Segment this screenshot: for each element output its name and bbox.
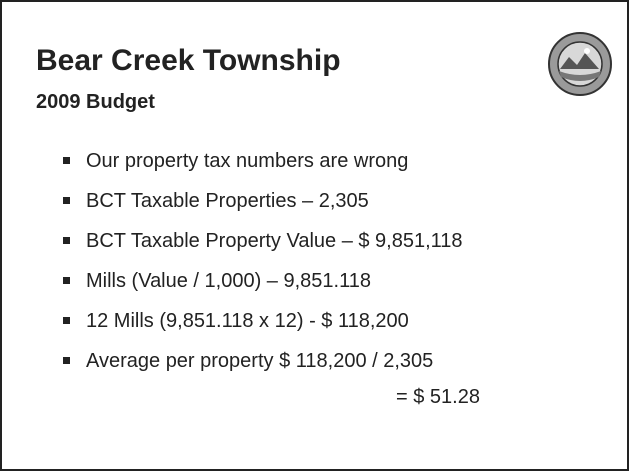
- bullet-text: Mills (Value / 1,000) – 9,851.118: [86, 270, 371, 292]
- title: Bear Creek Township: [36, 44, 341, 77]
- bullet-marker: [63, 357, 70, 364]
- bullet-text: BCT Taxable Property Value – $ 9,851,118: [86, 230, 463, 252]
- bullet-continuation: = $ 51.28: [396, 386, 480, 408]
- bullet-text: 12 Mills (9,851.118 x 12) - $ 118,200: [86, 310, 409, 332]
- bullet-marker: [63, 317, 70, 324]
- bullet-marker: [63, 277, 70, 284]
- bullet-text: Average per property $ 118,200 / 2,305: [86, 350, 434, 372]
- bullet-text: Our property tax numbers are wrong: [86, 150, 409, 172]
- subtitle: 2009 Budget: [36, 91, 155, 113]
- bullet-marker: [63, 157, 70, 164]
- bullet-marker: [63, 237, 70, 244]
- seal: [548, 32, 612, 96]
- bullet-text: BCT Taxable Properties – 2,305: [86, 190, 369, 212]
- bullet-marker: [63, 197, 70, 204]
